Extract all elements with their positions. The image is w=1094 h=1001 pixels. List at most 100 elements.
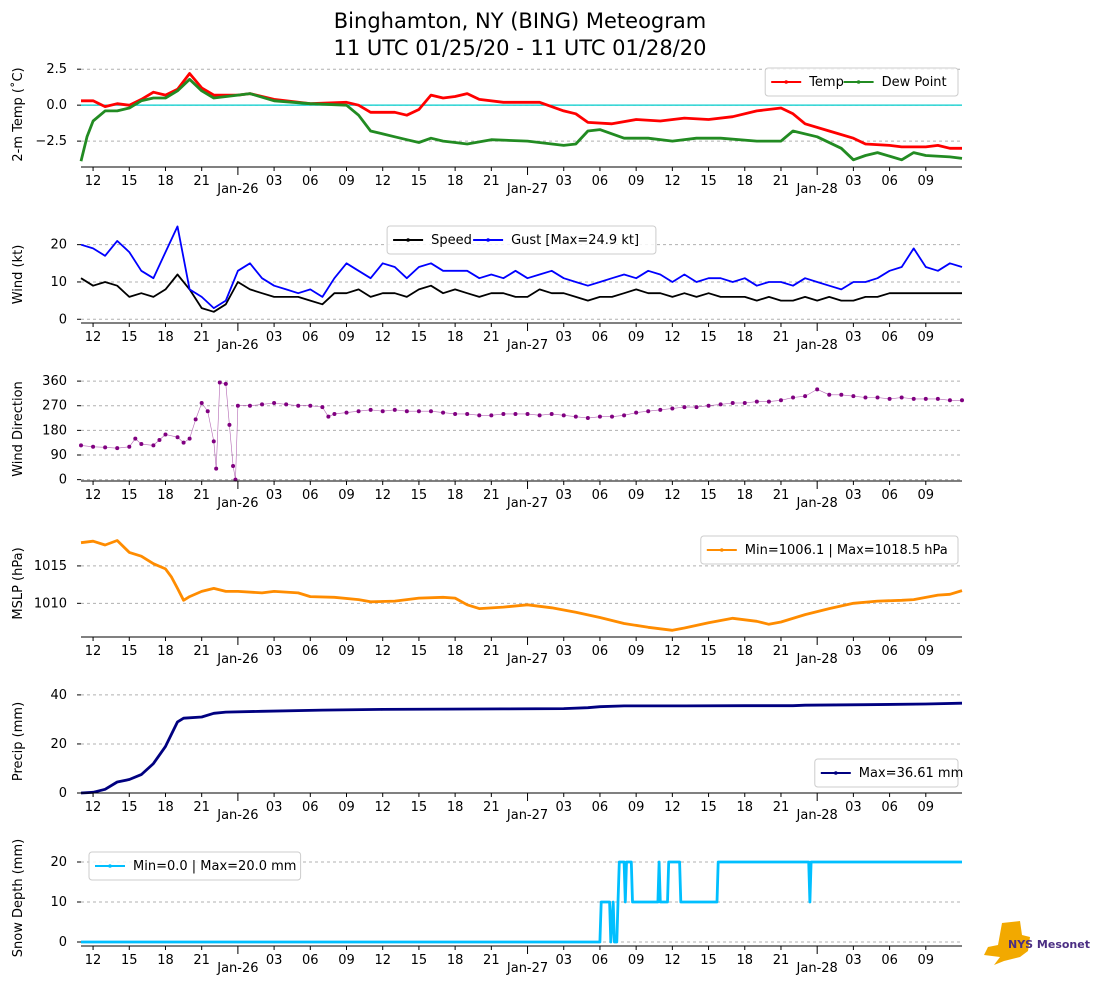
y-tick-label: 0 [59,312,67,327]
x-tick-label: 21 [193,644,210,659]
x-tick-label: 09 [628,330,645,345]
x-tick-label: 15 [411,330,428,345]
x-tick-label: 09 [918,330,935,345]
x-tick-label: 03 [266,644,283,659]
day-label: Jan-27 [506,182,548,197]
x-tick-label: 15 [700,953,717,968]
y-tick-label: 40 [50,688,67,703]
day-label: Jan-27 [506,961,548,976]
x-tick-label: 12 [85,330,102,345]
x-tick-label: 06 [302,644,319,659]
x-tick-label: 15 [121,488,138,503]
y-tick-label: 0 [59,935,67,950]
x-tick-label: 12 [85,953,102,968]
y-axis-label: Precip (mm) [11,702,26,781]
legend-mslp: Min=1006.1 | Max=1018.5 hPa [700,535,959,565]
x-tick-label: 21 [773,953,790,968]
data-point [326,414,331,419]
x-tick-label: 06 [881,644,898,659]
logo-text: NYS Mesonet [1008,938,1090,951]
x-tick-label: 03 [555,488,572,503]
y-tick-label: 1010 [34,596,67,611]
data-point [320,405,325,410]
data-point [911,396,916,401]
x-tick-label: 21 [773,800,790,815]
x-tick-label: 15 [121,800,138,815]
day-label: Jan-26 [216,652,258,667]
data-point [308,403,313,408]
x-tick-label: 21 [773,488,790,503]
x-tick-label: 03 [266,953,283,968]
data-point [863,395,868,400]
y-tick-label: 0.0 [46,98,67,113]
data-point [610,414,615,419]
legend-label: Dew Point [882,75,947,90]
x-tick-label: 03 [555,644,572,659]
x-tick-label: 12 [664,488,681,503]
data-point [465,411,470,416]
x-tick-label: 18 [447,488,464,503]
x-tick-label: 09 [338,330,355,345]
x-tick-label: 18 [447,800,464,815]
day-label: Jan-28 [796,182,838,197]
y-tick-label: 180 [42,423,67,438]
x-tick-label: 09 [338,644,355,659]
x-tick-label: 09 [918,644,935,659]
x-tick-label: 21 [483,330,500,345]
data-point [139,442,144,447]
data-point [730,401,735,405]
y-tick-label: 20 [50,737,67,752]
x-tick-label: 21 [483,488,500,503]
x-tick-label: 18 [157,953,174,968]
x-tick-label: 15 [700,174,717,189]
data-point [284,402,289,407]
series-line-0 [80,701,963,795]
panels: 2.50.0−2.52-m Temp (˚C)12 15 18 21 03 06 09 12 1… [10,62,964,976]
x-tick-label: 06 [302,488,319,503]
x-tick-label: 12 [85,174,102,189]
y-tick-label: 90 [50,448,67,463]
data-point [875,395,880,400]
data-point [163,432,168,437]
data-point [151,443,156,448]
x-tick-label: 09 [628,174,645,189]
x-tick-label: 21 [193,330,210,345]
x-tick-label: 09 [918,800,935,815]
x-tick-label: 21 [483,953,500,968]
data-point [706,403,711,408]
x-tick-label: 03 [845,330,862,345]
ny-state-shape-icon [984,921,1030,965]
x-tick-label: 06 [302,174,319,189]
data-point [561,413,566,418]
x-tick-label: 12 [374,488,391,503]
y-axis-label: Snow Depth (mm) [11,839,26,957]
x-tick-label: 09 [338,174,355,189]
x-tick-label: 12 [374,330,391,345]
x-tick-label: 06 [881,330,898,345]
x-tick-label: 06 [881,800,898,815]
x-tick-label: 06 [592,953,609,968]
day-label: Jan-26 [216,808,258,823]
day-label: Jan-27 [506,338,548,353]
data-point [597,414,602,419]
legend-box [814,758,959,788]
x-tick-label: 06 [592,174,609,189]
day-label: Jan-28 [796,338,838,353]
x-tick-label: 21 [483,644,500,659]
data-point [205,409,210,414]
x-tick-label: 12 [374,644,391,659]
data-point [231,463,236,468]
data-point [217,380,222,385]
data-point [416,409,421,414]
legend-wind: Speed Gust [Max=24.9 kt] [386,225,657,255]
data-point [887,396,892,401]
x-tick-label: 21 [483,800,500,815]
x-tick-label: 06 [592,330,609,345]
data-point [803,394,808,399]
x-tick-label: 03 [845,174,862,189]
legend-marker [834,771,838,775]
legend-box [88,851,302,881]
x-tick-label: 18 [736,644,753,659]
x-tick-label: 18 [157,174,174,189]
